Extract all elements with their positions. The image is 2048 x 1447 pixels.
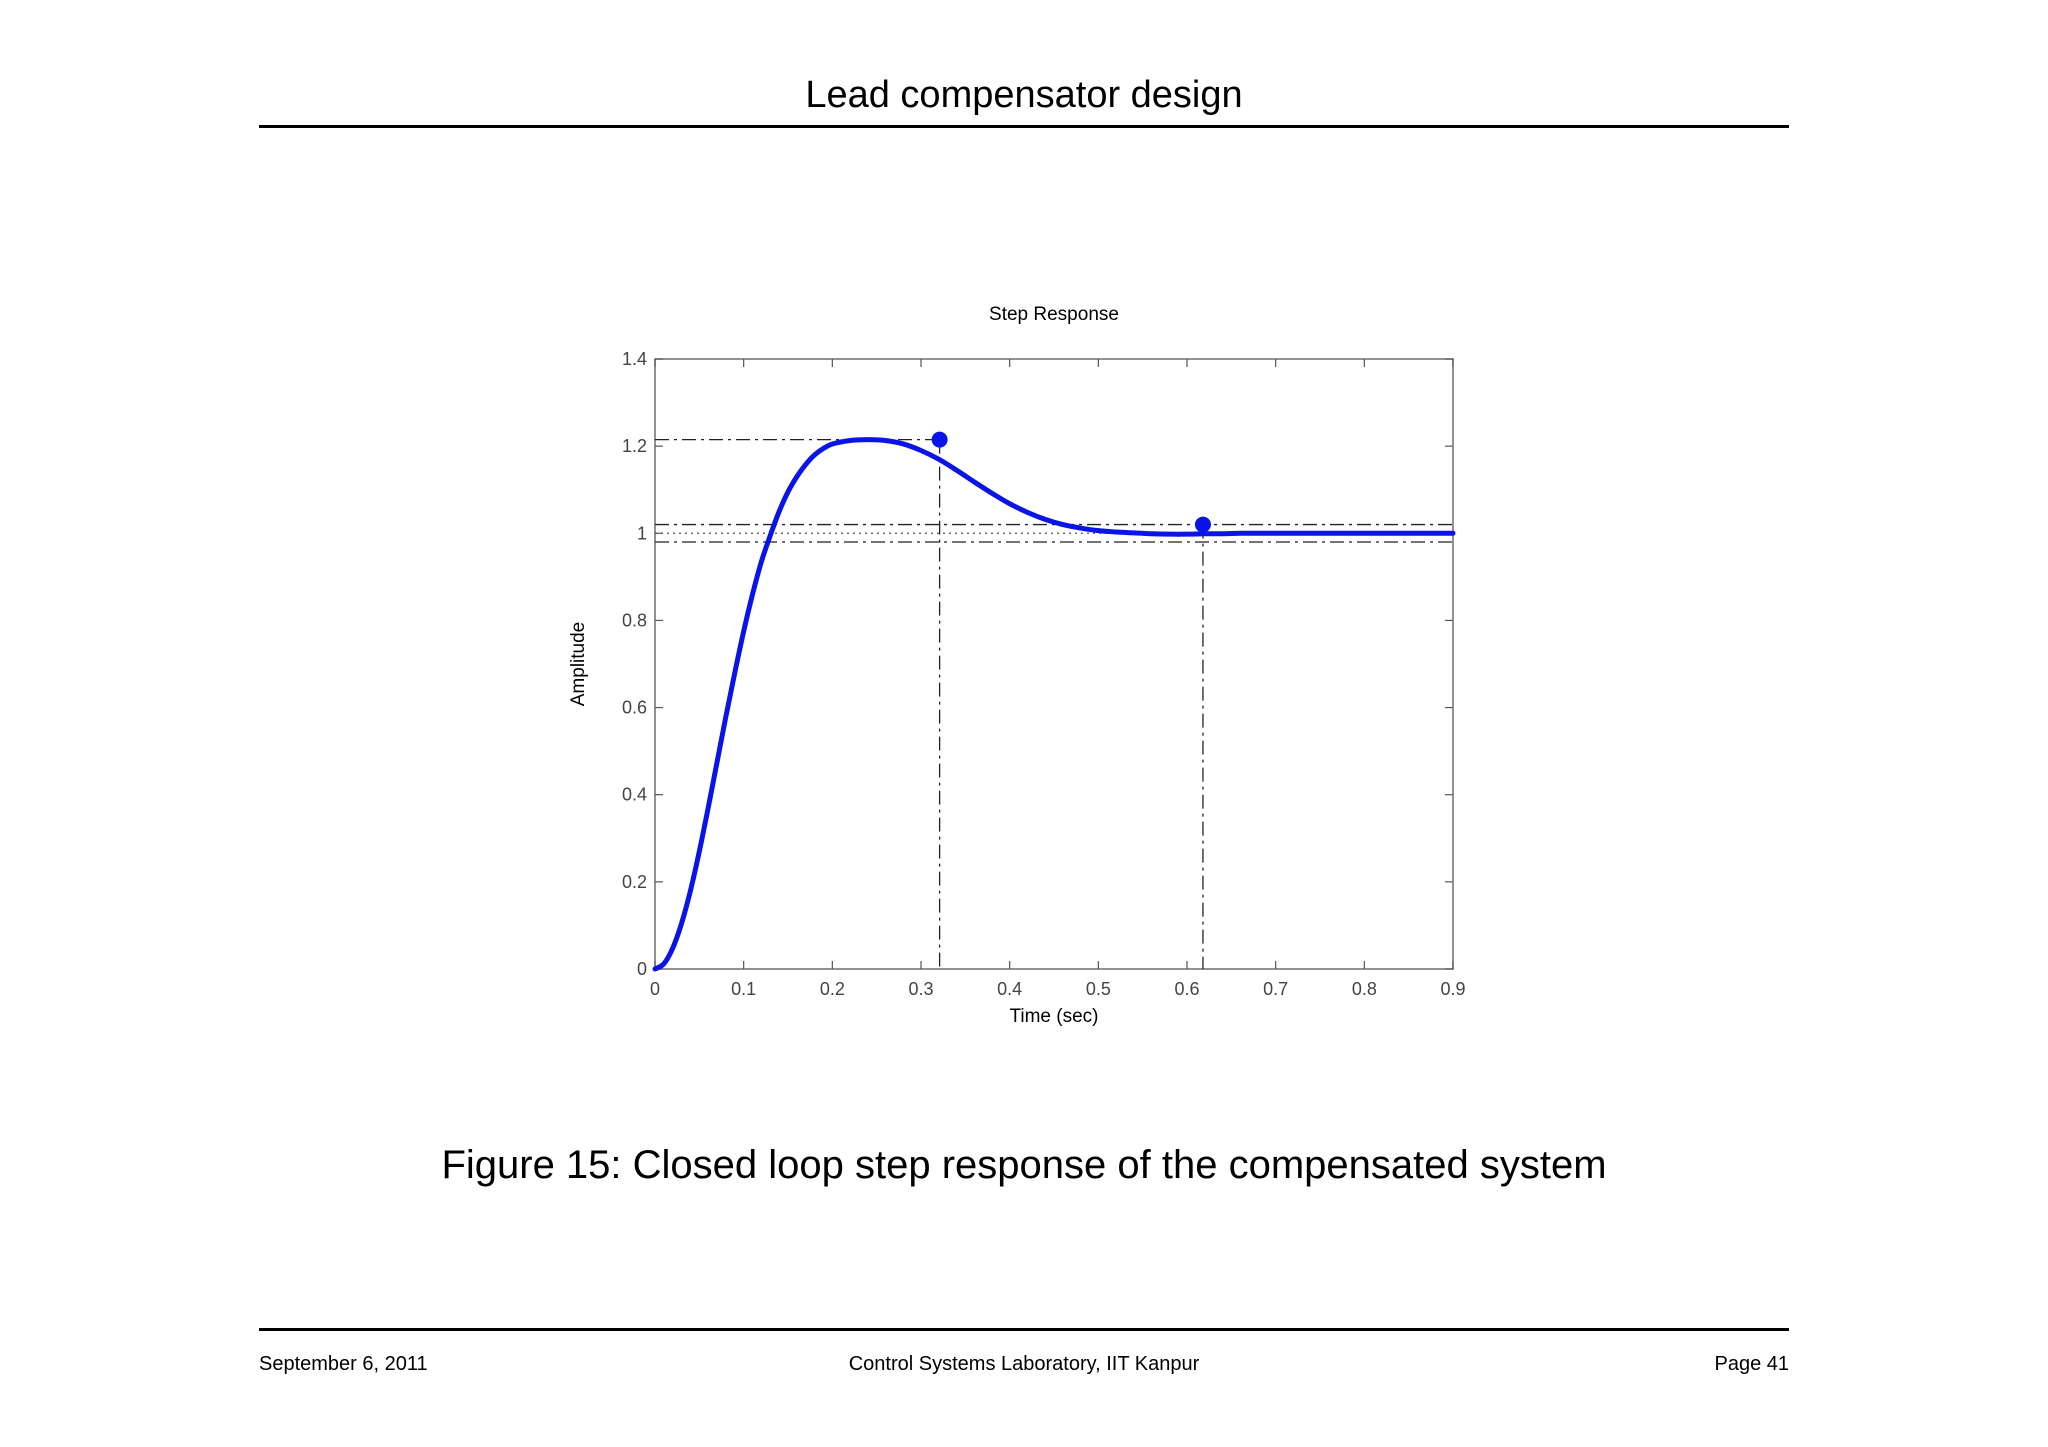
- x-tick-label: 0.4: [997, 979, 1022, 999]
- y-axis-label: Amplitude: [568, 622, 589, 707]
- x-tick-label: 0.6: [1174, 979, 1199, 999]
- y-tick-label: 0.2: [622, 872, 647, 892]
- y-tick-label: 0.8: [622, 610, 647, 630]
- footer-lab: Control Systems Laboratory, IIT Kanpur: [848, 1353, 1200, 1375]
- footer-date: September 6, 2011: [259, 1353, 428, 1375]
- y-tick-label: 0: [637, 959, 647, 979]
- x-tick-label: 0.8: [1352, 979, 1377, 999]
- settling-marker: [1194, 516, 1211, 533]
- chart-title: Step Response: [989, 304, 1119, 325]
- x-tick-label: 0: [650, 979, 660, 999]
- x-tick-label: 0.7: [1263, 979, 1288, 999]
- x-tick-label: 0.5: [1086, 979, 1111, 999]
- footer-page: Page 41: [1714, 1353, 1789, 1375]
- x-tick-label: 0.1: [731, 979, 756, 999]
- peak-marker: [931, 431, 948, 448]
- y-tick-label: 1.4: [622, 349, 647, 369]
- y-tick-label: 1: [637, 523, 647, 543]
- plot-area: [654, 358, 1454, 970]
- step-response-line: [652, 437, 1456, 972]
- y-tick-label: 0.4: [622, 785, 647, 805]
- page-title: Lead compensator design: [805, 74, 1243, 116]
- y-tick-label: 0.6: [622, 698, 647, 718]
- footer-rule: [259, 1328, 1789, 1331]
- header-rule: [259, 125, 1789, 128]
- x-axis-label: Time (sec): [1009, 1006, 1098, 1027]
- x-tick-label: 0.3: [908, 979, 933, 999]
- figure-caption: Figure 15: Closed loop step response of …: [441, 1143, 1607, 1187]
- y-tick-label: 1.2: [622, 436, 647, 456]
- x-tick-label: 0.2: [820, 979, 845, 999]
- x-tick-label: 0.9: [1440, 979, 1465, 999]
